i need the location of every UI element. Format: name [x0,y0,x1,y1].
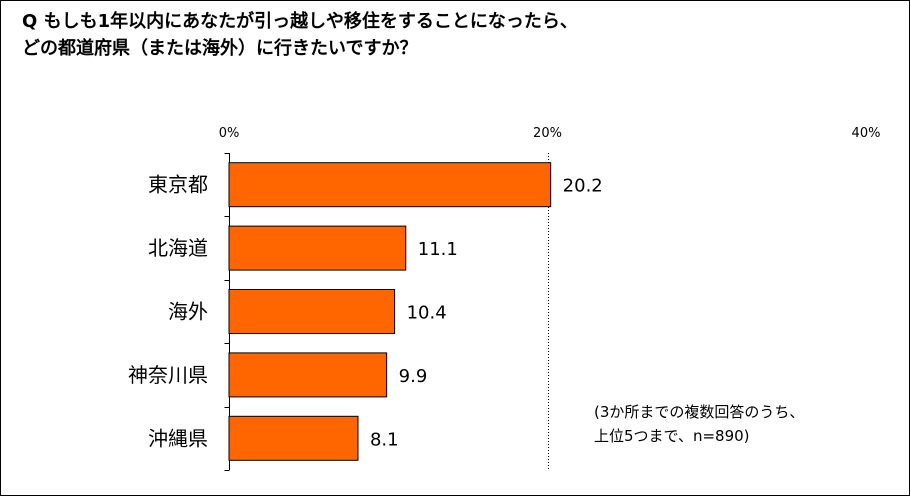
question-title: Q もしも1年以内にあなたが引っ越しや移住をすることになったら、 どの都道府県（… [22,8,882,62]
x-tick-label-2: 40% [852,126,881,141]
category-label-4: 沖縄県 [148,426,208,450]
x-tick-label-1: 20% [533,126,562,141]
title-line-2: どの都道府県（または海外）に行きたいですか？ [22,38,418,59]
bar-0 [228,162,552,208]
category-label-1: 北海道 [148,236,208,260]
sample-note: (3か所までの複数回答のうち、 上位5つまで、n=890) [594,400,804,448]
x-tick-label-0: 0% [219,126,240,141]
note-line-2: 上位5つまで、n=890) [594,427,750,445]
value-label-0: 20.2 [563,176,603,197]
bar-1 [228,225,407,271]
value-label-2: 10.4 [407,303,447,324]
title-line-1: Q もしも1年以内にあなたが引っ越しや移住をすることになったら、 [22,11,578,32]
bar-2 [228,289,396,334]
category-label-3: 神奈川県 [128,363,208,387]
bar-4 [228,415,359,461]
category-label-2: 海外 [168,300,208,324]
note-line-1: (3か所までの複数回答のうち、 [594,403,805,421]
value-label-1: 11.1 [418,239,458,260]
bar-3 [228,352,388,398]
value-label-4: 8.1 [370,429,399,450]
category-label-0: 東京都 [148,173,208,197]
value-label-3: 9.9 [399,366,428,387]
